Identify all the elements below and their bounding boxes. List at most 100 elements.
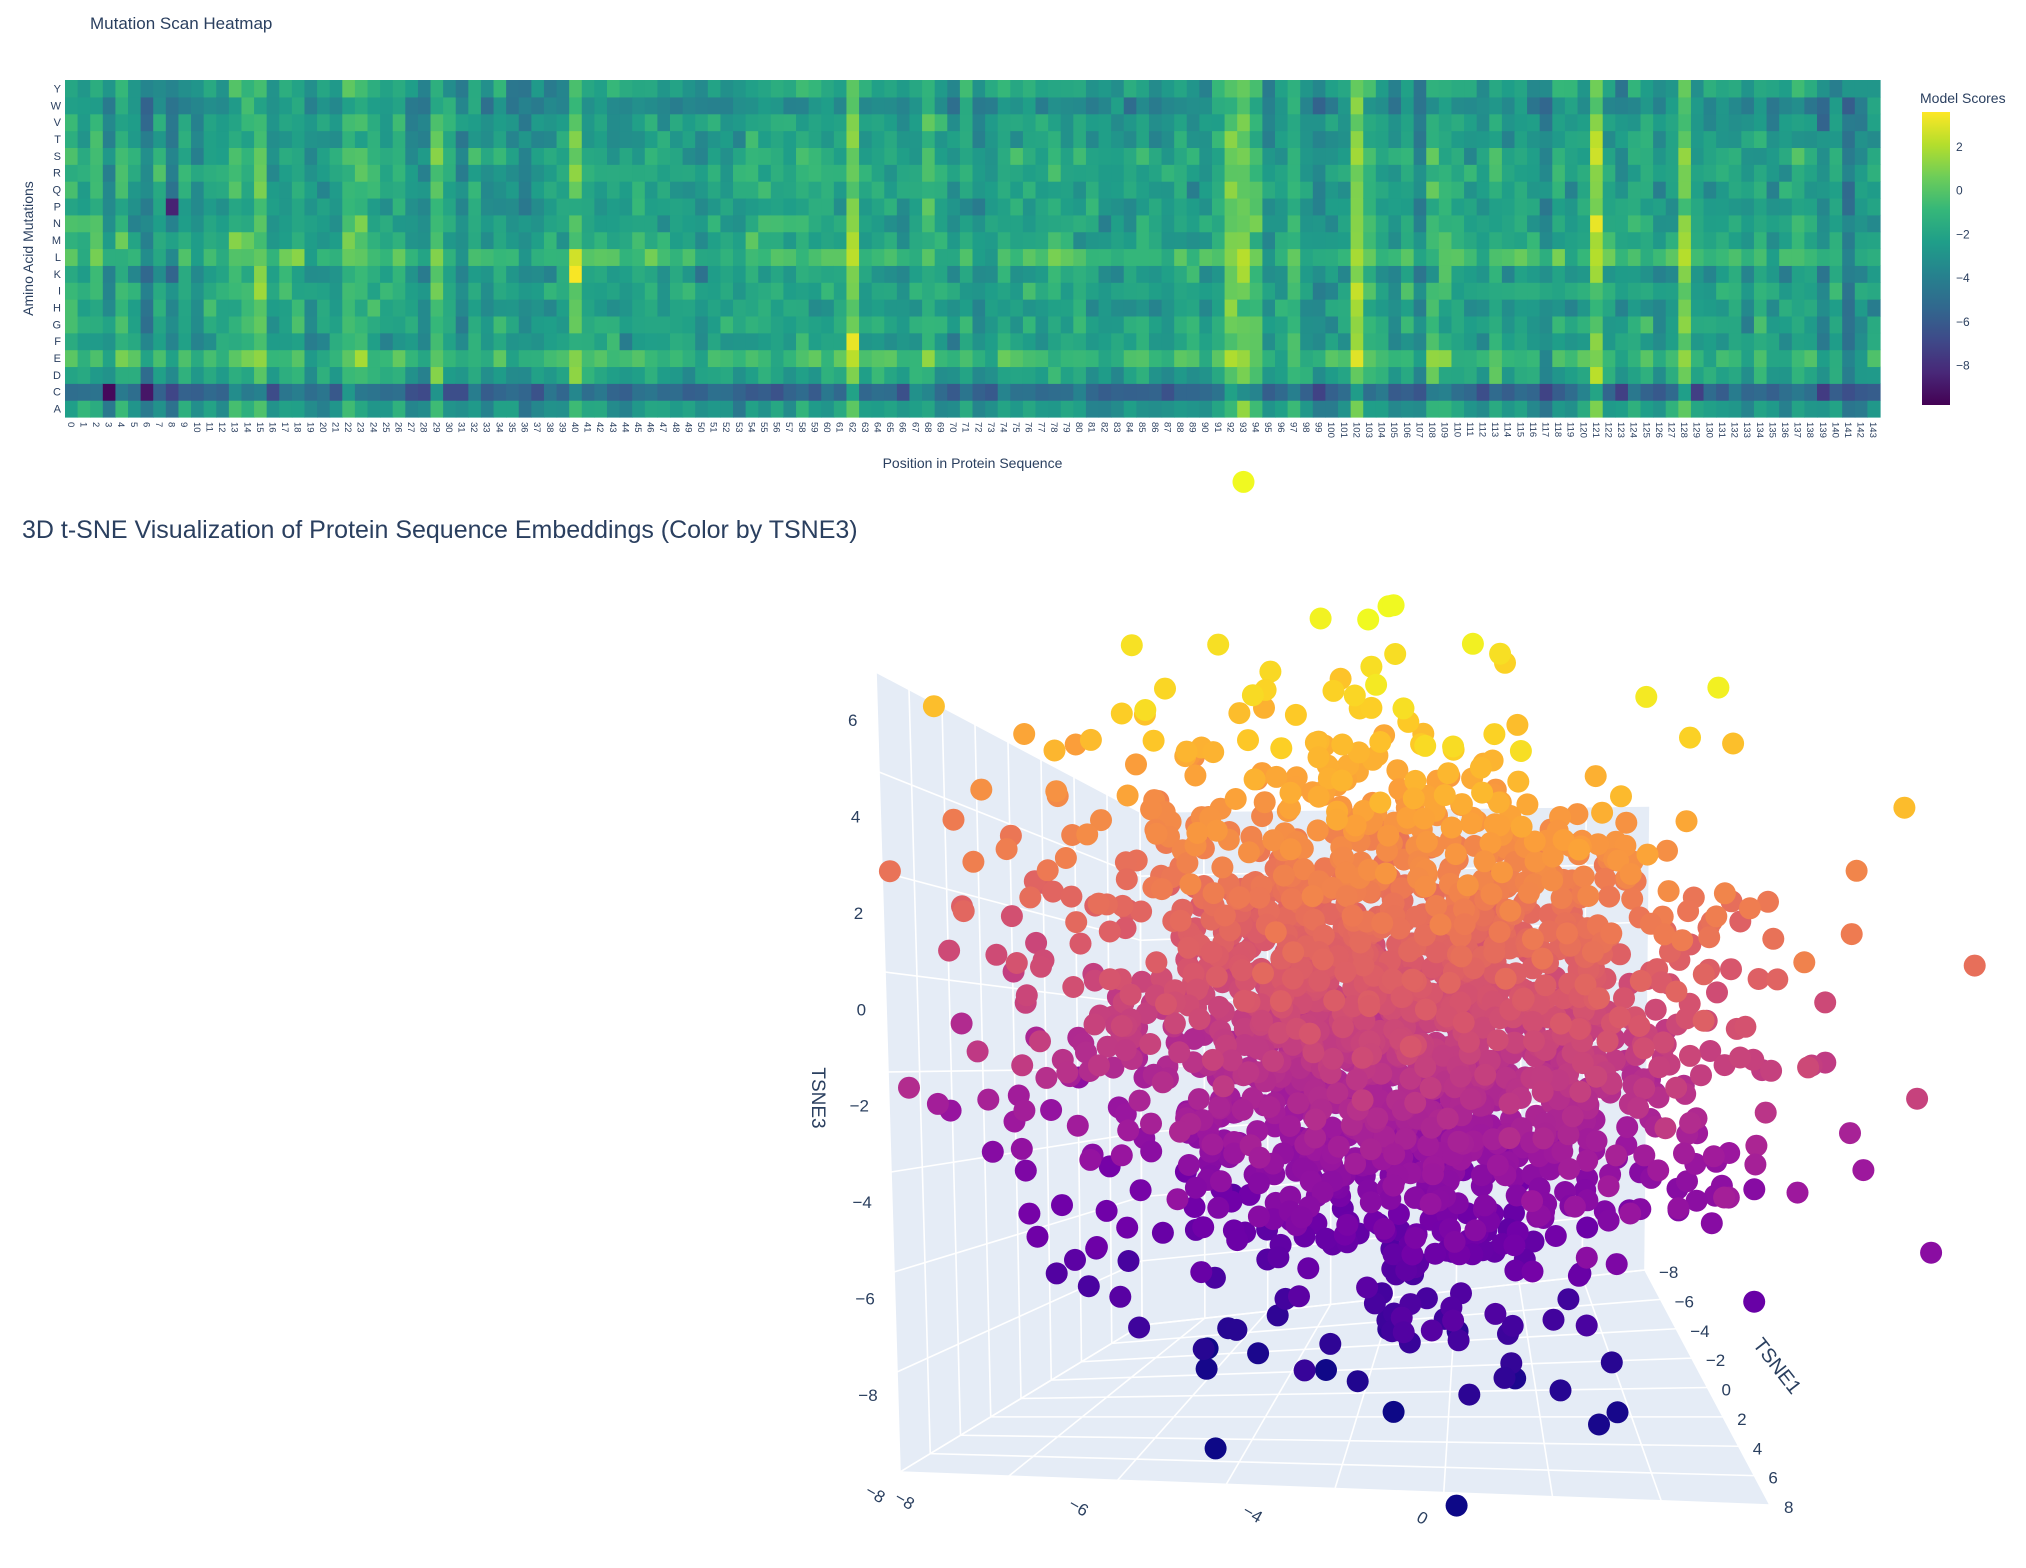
heatmap-cell [619, 113, 633, 132]
heatmap-cell [228, 130, 243, 148]
tsne-point [1128, 1316, 1151, 1339]
heatmap-cell [455, 383, 469, 401]
heatmap-cell [581, 315, 595, 334]
heatmap-cell [506, 96, 520, 115]
heatmap-cell [367, 214, 381, 233]
tsne-point [1377, 824, 1400, 847]
heatmap-cell [455, 147, 469, 165]
heatmap-cell [367, 181, 381, 199]
heatmap-cell [569, 315, 583, 334]
heatmap-cell [367, 113, 381, 132]
heatmap-cell [455, 80, 469, 98]
heatmap-cell [455, 366, 469, 384]
heatmap-cell [203, 366, 217, 384]
heatmap-cell [493, 80, 507, 98]
tsne-point [1098, 920, 1121, 943]
heatmap-cell [506, 282, 520, 300]
heatmap-cell [543, 400, 558, 418]
tsne-z-tick-label: 4 [851, 808, 860, 827]
heatmap-cell [405, 197, 419, 216]
tsne-point [1747, 968, 1770, 990]
heatmap-cell [531, 130, 545, 148]
tsne-point [922, 695, 945, 718]
heatmap-cell [493, 96, 507, 115]
heatmap-cell [203, 248, 217, 266]
heatmap-cell [140, 214, 154, 233]
heatmap-cell [468, 332, 482, 351]
heatmap-cell [493, 332, 507, 351]
heatmap-cell [77, 130, 91, 148]
heatmap-cell [115, 315, 129, 334]
heatmap-cell [493, 265, 507, 283]
tsne-point [1839, 1122, 1861, 1145]
heatmap-cell [241, 299, 255, 317]
tsne-point [1066, 1114, 1089, 1137]
heatmap-cell [115, 248, 129, 266]
heatmap-cell [254, 80, 268, 98]
heatmap-cell [531, 332, 545, 351]
tsne-point [1373, 1217, 1396, 1240]
heatmap-cell [342, 282, 356, 300]
heatmap-cell [480, 147, 495, 165]
heatmap-cell [128, 197, 142, 216]
heatmap-cell [77, 164, 91, 182]
heatmap-cell [165, 231, 180, 250]
heatmap-cell [128, 383, 142, 401]
heatmap-cell [165, 265, 180, 283]
heatmap-cell [594, 349, 608, 368]
heatmap-cell [569, 181, 583, 199]
tsne-point [1019, 886, 1042, 909]
heatmap-cell [216, 164, 230, 182]
heatmap-cell [518, 80, 532, 98]
tsne-point [1095, 1199, 1118, 1222]
heatmap-cell [543, 349, 558, 368]
tsne-point [1228, 886, 1251, 909]
heatmap-cell [480, 400, 495, 418]
heatmap-cell [367, 265, 381, 283]
tsne-point [1840, 923, 1863, 946]
tsne-point [1591, 801, 1614, 824]
tsne-point [1062, 976, 1085, 998]
heatmap-cell [153, 181, 167, 199]
heatmap-cell [254, 231, 268, 250]
heatmap-cell [191, 400, 205, 418]
tsne-z-tick-label: 6 [848, 711, 857, 730]
heatmap-cell [443, 96, 457, 115]
heatmap-cell [380, 299, 394, 317]
heatmap-cell [367, 282, 381, 300]
heatmap-cell [342, 315, 356, 334]
heatmap-cell [216, 282, 230, 300]
tsne-point [1026, 1225, 1049, 1248]
tsne-point [1115, 868, 1138, 891]
heatmap-cell [65, 400, 79, 418]
heatmap-cell [543, 282, 558, 300]
heatmap-cell [241, 332, 255, 351]
heatmap-cell [480, 231, 495, 250]
heatmap-cell [279, 248, 293, 266]
tsne-point [1151, 1071, 1174, 1094]
heatmap-cell [506, 147, 520, 165]
heatmap-cell [191, 96, 205, 115]
heatmap-cell [317, 113, 331, 132]
heatmap-cell [543, 299, 558, 317]
heatmap-cell [228, 248, 243, 266]
heatmap-cell [266, 282, 280, 300]
heatmap-cell [254, 400, 268, 418]
heatmap-cell [191, 80, 205, 98]
tsne-point [1040, 1099, 1063, 1121]
heatmap-cell [468, 315, 482, 334]
heatmap-cell [430, 265, 444, 283]
tsne-point [1707, 676, 1730, 699]
tsne-point [1247, 1172, 1270, 1195]
heatmap-cell [417, 383, 432, 401]
tsne-point [1030, 955, 1052, 978]
heatmap-cell [455, 248, 469, 266]
tsne-point [1014, 1159, 1037, 1182]
heatmap-cell [342, 197, 356, 216]
heatmap-cell [153, 282, 167, 300]
heatmap-cell [342, 231, 356, 250]
heatmap-cell [392, 96, 406, 115]
tsne-point [970, 778, 993, 801]
heatmap-cell [279, 147, 293, 165]
